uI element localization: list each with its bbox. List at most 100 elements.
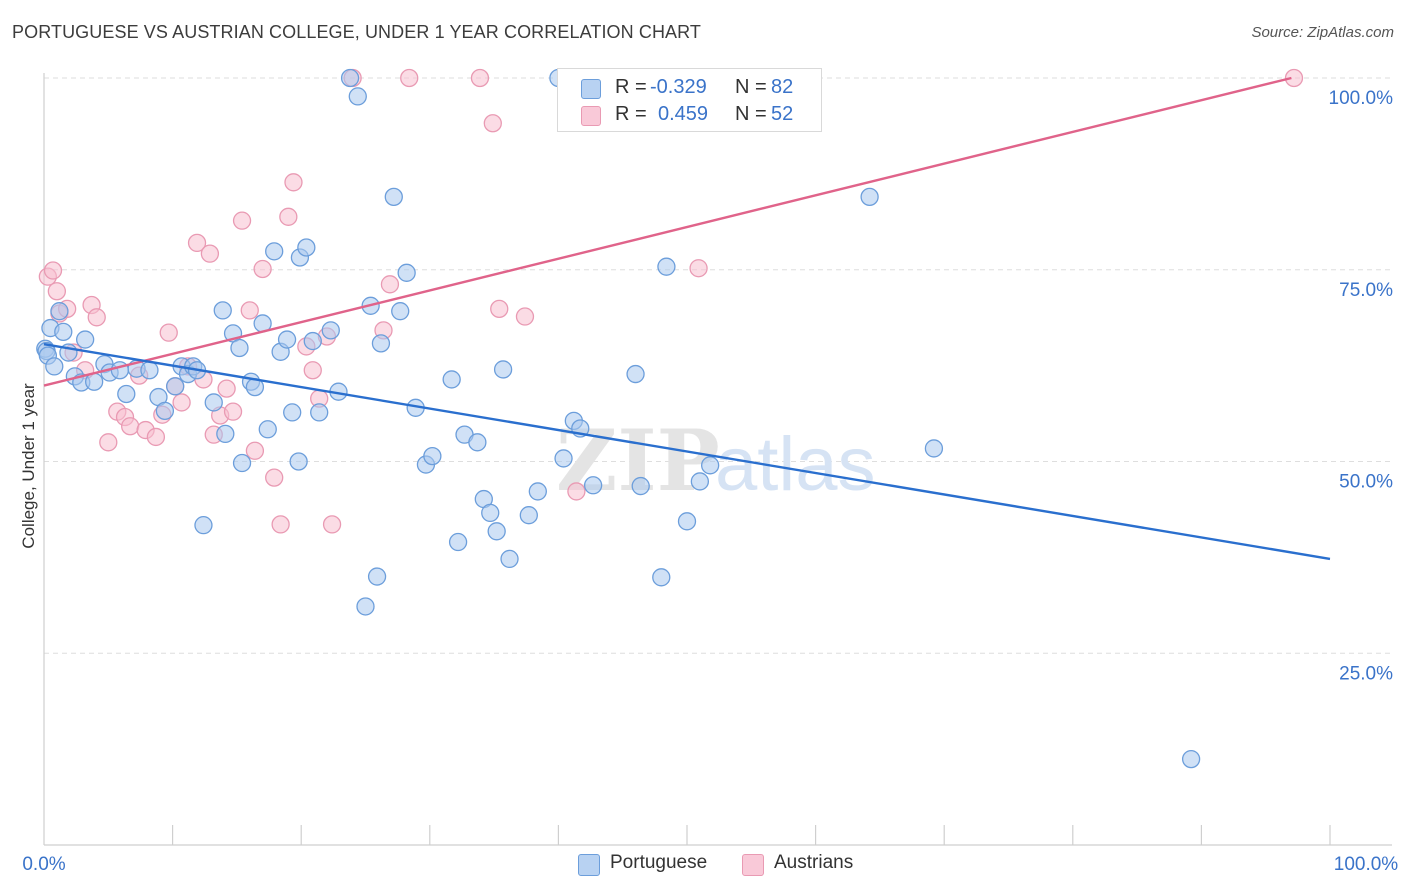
portuguese-point (277, 330, 297, 349)
axes (43, 73, 1392, 846)
austrians-point (689, 259, 708, 278)
portuguese-point (45, 357, 64, 376)
austrians-point (271, 515, 290, 534)
portuguese-point (677, 512, 697, 531)
y-tick-label: 25.0% (1339, 663, 1393, 684)
portuguese-point (397, 263, 416, 282)
austrians-point (303, 361, 322, 380)
austrians-point (172, 393, 191, 412)
austrians-point (223, 402, 243, 421)
portuguese-point (213, 301, 232, 320)
portuguese-swatch (581, 79, 601, 99)
portuguese-point (348, 87, 367, 106)
portuguese-point (155, 401, 175, 421)
portuguese-point (310, 403, 329, 422)
portuguese-swatch (578, 854, 600, 876)
portuguese-point (265, 242, 284, 261)
portuguese-point (448, 532, 468, 552)
portuguese-point (230, 338, 249, 358)
portuguese-point (924, 439, 944, 458)
legend-label: Austrians (774, 852, 854, 873)
r-label: R = (615, 103, 647, 125)
trend-lines (43, 76, 1331, 561)
austrians-swatch (742, 854, 764, 876)
portuguese-point (652, 568, 671, 587)
portuguese-point (626, 364, 645, 384)
portuguese-point (442, 370, 461, 389)
x-tick-label-min: 0.0% (22, 854, 65, 875)
portuguese-point (631, 476, 650, 496)
grid-lines (44, 77, 1392, 654)
x-ticks (172, 825, 1331, 845)
portuguese-point (657, 257, 676, 276)
austrians-point (232, 211, 252, 230)
austrians-swatch (581, 106, 601, 126)
austrians-point (121, 417, 140, 436)
austrians-point (240, 301, 259, 320)
portuguese-point (303, 331, 322, 351)
portuguese-point (321, 321, 340, 340)
legend-row-austrians: R = 0.459 N = 52 (558, 100, 821, 128)
portuguese-point (258, 420, 277, 439)
x-tick-label-max: 100.0% (1334, 854, 1399, 875)
portuguese-point (340, 68, 360, 88)
y-tick-labels: 25.0% 50.0% 75.0% 100.0% (1329, 88, 1394, 684)
portuguese-point (216, 424, 235, 444)
portuguese-point (289, 452, 308, 471)
austrians-point (217, 379, 236, 398)
portuguese-point (367, 567, 387, 586)
portuguese-point (232, 453, 252, 473)
y-axis-label: College, Under 1 year (19, 383, 38, 549)
austrians-point (515, 307, 535, 326)
r-value: -0.329 (650, 76, 707, 98)
austrians-point (470, 68, 490, 88)
n-value: 82 (771, 76, 794, 98)
watermark-atlas: atlas (715, 422, 876, 507)
austrians-point (87, 308, 106, 327)
austrians-point (1284, 68, 1304, 88)
austrians-point (567, 482, 586, 501)
portuguese-point (493, 360, 513, 379)
portuguese-point (583, 476, 603, 495)
y-tick-label: 75.0% (1339, 280, 1393, 301)
portuguese-point (481, 503, 500, 523)
portuguese-point (283, 403, 302, 422)
portuguese-point (690, 472, 710, 491)
portuguese-point (371, 334, 391, 353)
legend-label: Portuguese (610, 852, 708, 873)
austrians-point (380, 275, 400, 294)
r-label: R = (615, 76, 647, 98)
y-tick-label: 50.0% (1339, 472, 1393, 493)
portuguese-point (297, 238, 316, 257)
austrians-point (279, 207, 298, 226)
austrians-point (146, 427, 166, 447)
austrians-point (43, 261, 63, 280)
portuguese-point (204, 393, 223, 412)
austrians-point (265, 468, 284, 487)
legend-row-portuguese: R = -0.329 N = 82 (558, 73, 821, 101)
r-value: 0.459 (658, 103, 709, 125)
austrians-point (400, 68, 419, 88)
portuguese-point (528, 482, 547, 501)
portuguese-point (166, 377, 185, 396)
austrians-point (483, 114, 502, 133)
portuguese-point (700, 456, 720, 475)
portuguese-point (50, 302, 69, 321)
source-label: Source: ZipAtlas.com (1251, 24, 1394, 41)
n-label: N = (735, 76, 767, 98)
n-value: 52 (771, 103, 794, 125)
correlation-legend: R = -0.329 N = 82 R = 0.459 N = 52 (557, 68, 822, 132)
austrians-point (47, 282, 67, 301)
chart-title: PORTUGUESE VS AUSTRIAN COLLEGE, UNDER 1 … (12, 22, 702, 42)
portuguese-points (36, 68, 1201, 769)
portuguese-point (117, 384, 136, 404)
portuguese-point (500, 549, 519, 569)
portuguese-point (519, 506, 538, 525)
n-label: N = (735, 103, 767, 125)
portuguese-point (1181, 749, 1201, 769)
austrians-point (159, 323, 178, 342)
austrians-point (322, 515, 342, 534)
austrians-point (99, 433, 118, 452)
portuguese-point (140, 361, 159, 380)
